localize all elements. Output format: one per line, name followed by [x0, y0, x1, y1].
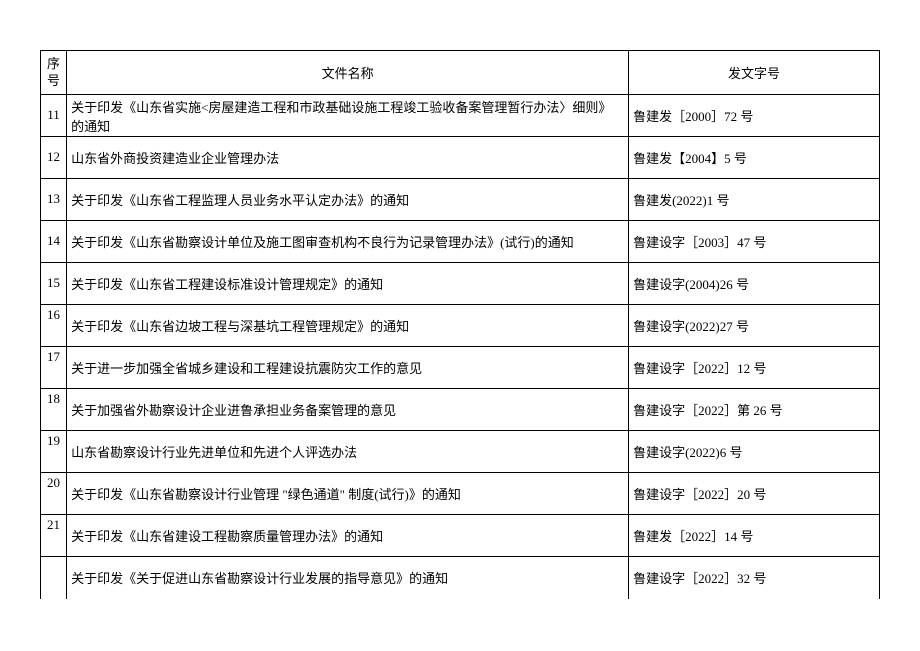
cell-title: 关于印发《山东省工程建设标准设计管理规定》的通知	[67, 263, 629, 305]
table-body: 11关于印发《山东省实施<房屋建造工程和市政基础设施工程竣工验收备案管理暂行办法…	[41, 95, 880, 599]
cell-docnum: 鲁建发［2000］72 号	[629, 95, 880, 137]
cell-docnum: 鲁建设字(2004)26 号	[629, 263, 880, 305]
cell-title: 关于印发《山东省勘察设计行业管理 "绿色通道" 制度(试行)》的通知	[67, 473, 629, 515]
cell-title: 关于印发《山东省勘察设计单位及施工图审查机构不良行为记录管理办法》(试行)的通知	[67, 221, 629, 263]
cell-seq: 16	[41, 305, 67, 347]
cell-docnum: 鲁建发［2022］14 号	[629, 515, 880, 557]
cell-docnum: 鲁建发【2004】5 号	[629, 137, 880, 179]
cell-docnum: 鲁建设字(2022)6 号	[629, 431, 880, 473]
table-row: 13关于印发《山东省工程监理人员业务水平认定办法》的通知鲁建发(2022)1 号	[41, 179, 880, 221]
cell-seq: 12	[41, 137, 67, 179]
cell-title: 山东省勘察设计行业先进单位和先进个人评选办法	[67, 431, 629, 473]
cell-title: 山东省外商投资建造业企业管理办法	[67, 137, 629, 179]
table-row: 21关于印发《山东省建设工程勘察质量管理办法》的通知鲁建发［2022］14 号	[41, 515, 880, 557]
cell-seq: 14	[41, 221, 67, 263]
cell-title: 关于加强省外勘察设计企业进鲁承担业务备案管理的意见	[67, 389, 629, 431]
cell-title: 关于印发《关于促进山东省勘察设计行业发展的指导意见》的通知	[67, 557, 629, 599]
header-docnum: 发文字号	[629, 51, 880, 95]
cell-title: 关于印发《山东省边坡工程与深基坑工程管理规定》的通知	[67, 305, 629, 347]
table-row: 14关于印发《山东省勘察设计单位及施工图审查机构不良行为记录管理办法》(试行)的…	[41, 221, 880, 263]
table-row: 15关于印发《山东省工程建设标准设计管理规定》的通知鲁建设字(2004)26 号	[41, 263, 880, 305]
cell-seq: 15	[41, 263, 67, 305]
cell-seq	[41, 557, 67, 599]
cell-docnum: 鲁建设字［2022］第 26 号	[629, 389, 880, 431]
cell-seq: 19	[41, 431, 67, 473]
cell-seq: 11	[41, 95, 67, 137]
cell-docnum: 鲁建设字［2022］12 号	[629, 347, 880, 389]
table-row: 11关于印发《山东省实施<房屋建造工程和市政基础设施工程竣工验收备案管理暂行办法…	[41, 95, 880, 137]
cell-docnum: 鲁建设字(2022)27 号	[629, 305, 880, 347]
cell-title: 关于印发《山东省建设工程勘察质量管理办法》的通知	[67, 515, 629, 557]
cell-docnum: 鲁建设字［2022］32 号	[629, 557, 880, 599]
cell-seq: 20	[41, 473, 67, 515]
cell-seq: 17	[41, 347, 67, 389]
documents-table: 序号 文件名称 发文字号 11关于印发《山东省实施<房屋建造工程和市政基础设施工…	[40, 50, 880, 599]
cell-docnum: 鲁建设字［2022］20 号	[629, 473, 880, 515]
header-title: 文件名称	[67, 51, 629, 95]
cell-seq: 18	[41, 389, 67, 431]
table-row: 20关于印发《山东省勘察设计行业管理 "绿色通道" 制度(试行)》的通知鲁建设字…	[41, 473, 880, 515]
header-seq: 序号	[41, 51, 67, 95]
cell-title: 关于进一步加强全省城乡建设和工程建设抗震防灾工作的意见	[67, 347, 629, 389]
table-row: 17关于进一步加强全省城乡建设和工程建设抗震防灾工作的意见鲁建设字［2022］1…	[41, 347, 880, 389]
cell-docnum: 鲁建设字［2003］47 号	[629, 221, 880, 263]
cell-title: 关于印发《山东省工程监理人员业务水平认定办法》的通知	[67, 179, 629, 221]
table-header-row: 序号 文件名称 发文字号	[41, 51, 880, 95]
table-row: 19山东省勘察设计行业先进单位和先进个人评选办法鲁建设字(2022)6 号	[41, 431, 880, 473]
cell-seq: 13	[41, 179, 67, 221]
table-row: 18关于加强省外勘察设计企业进鲁承担业务备案管理的意见鲁建设字［2022］第 2…	[41, 389, 880, 431]
cell-title: 关于印发《山东省实施<房屋建造工程和市政基础设施工程竣工验收备案管理暂行办法〉细…	[67, 95, 629, 137]
table-row: 16关于印发《山东省边坡工程与深基坑工程管理规定》的通知鲁建设字(2022)27…	[41, 305, 880, 347]
cell-docnum: 鲁建发(2022)1 号	[629, 179, 880, 221]
cell-seq: 21	[41, 515, 67, 557]
table-row: 12山东省外商投资建造业企业管理办法鲁建发【2004】5 号	[41, 137, 880, 179]
table-row: 关于印发《关于促进山东省勘察设计行业发展的指导意见》的通知鲁建设字［2022］3…	[41, 557, 880, 599]
